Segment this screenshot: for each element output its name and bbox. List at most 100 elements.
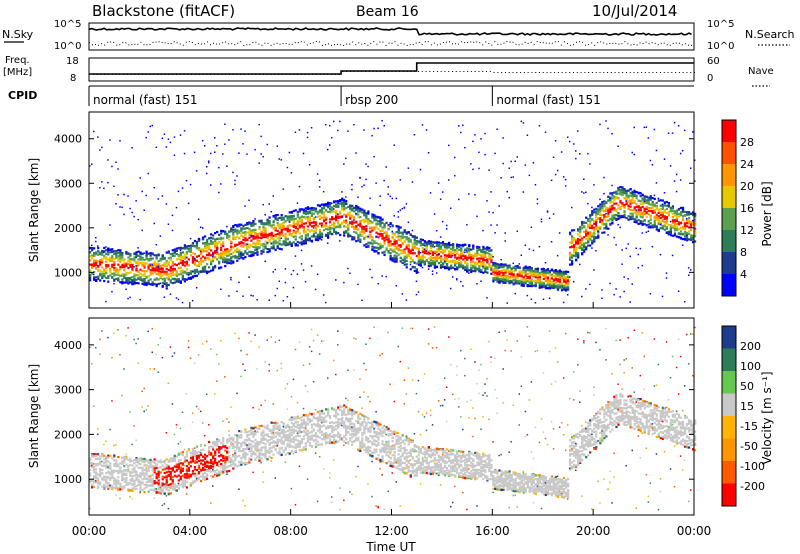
heatmap-cell [415,236,418,239]
heatmap-cell [391,232,394,236]
heatmap-cell [218,166,220,169]
noise-search-point [364,42,366,44]
heatmap-cell [526,269,529,272]
heatmap-cell [252,221,255,224]
heatmap-cell [381,119,383,122]
heatmap-cell [530,273,533,277]
nave-point [232,74,234,75]
heatmap-cell [490,268,493,271]
heatmap-cell [504,278,507,281]
heatmap-cell [558,282,562,285]
heatmap-cell [653,217,656,220]
heatmap-cell [498,266,501,269]
heatmap-cell [228,235,231,238]
heatmap-cell [631,209,634,212]
heatmap-cell [197,239,201,242]
heatmap-cell [665,272,668,274]
heatmap-cell [264,229,267,232]
heatmap-cell [397,244,400,247]
heatmap-cell [343,205,346,208]
heatmap-cell [328,210,332,213]
heatmap-cell [613,236,615,239]
heatmap-cell [284,243,287,246]
nave-point [191,74,193,75]
heatmap-cell [127,279,130,282]
heatmap-cell [143,266,146,269]
heatmap-cell [423,260,426,263]
heatmap-cell [546,281,549,284]
heatmap-cell [462,265,465,268]
heatmap-cell [579,235,582,238]
heatmap-cell [552,271,556,274]
heatmap-cell [496,276,499,279]
nave-point [187,74,189,75]
heatmap-cell [599,198,601,201]
heatmap-cell [462,251,465,254]
heatmap-cell [627,243,629,245]
heatmap-cell [377,283,379,285]
nave-point [520,72,522,73]
heatmap-cell [254,222,257,226]
heatmap-cell [631,197,634,200]
heatmap-cell [474,253,477,256]
heatmap-cell [637,192,640,195]
heatmap-cell [183,261,186,264]
noise-search-point [518,44,520,46]
heatmap-cell [456,243,459,246]
heatmap-cell [603,176,605,179]
heatmap-cell [143,274,146,277]
heatmap-cell [230,276,232,279]
heatmap-cell [460,257,463,260]
heatmap-cell [151,272,154,275]
nave-point [100,74,102,75]
heatmap-cell [300,220,303,223]
heatmap-cell [375,182,377,184]
heatmap-cell [343,220,346,223]
heatmap-cell [341,191,343,193]
nave-point [531,72,533,73]
heatmap-cell [514,267,517,270]
heatmap-cell [639,202,642,205]
heatmap-cell [256,247,259,250]
heatmap-cell [133,277,136,280]
heatmap-cell [381,237,384,240]
heatmap-cell [595,212,598,215]
heatmap-cell [387,244,390,248]
heatmap-cell [341,221,344,224]
heatmap-cell [262,155,264,158]
heatmap-cell [343,225,346,228]
noise-search-point [666,44,668,46]
heatmap-cell [312,229,316,232]
heatmap-cell [562,301,565,304]
heatmap-cell [248,250,251,253]
heatmap-cell [514,278,517,281]
heatmap-cell [353,221,356,224]
heatmap-cell [393,248,396,251]
heatmap-cell [151,265,154,268]
nave-point [240,74,242,75]
heatmap-cell [583,236,586,239]
heatmap-cell [103,272,106,276]
nave-point [145,74,147,75]
heatmap-cell [593,226,596,229]
heatmap-cell [607,219,610,222]
heatmap-cell [476,268,479,271]
heatmap-cell [310,265,313,267]
heatmap-cell [399,245,402,248]
heatmap-cell [445,245,449,248]
heatmap-cell [185,278,188,281]
heatmap-cell [484,270,487,273]
noise-search-point [361,43,363,45]
heatmap-cell [407,243,410,246]
heatmap-cell [665,200,668,204]
heatmap-cell [214,266,217,269]
heatmap-cell [540,268,543,271]
noise-search-point [515,43,517,45]
heatmap-cell [369,234,372,237]
heatmap-cell [123,281,126,284]
heatmap-cell [286,215,289,218]
heatmap-cell [308,238,312,241]
heatmap-cell [199,252,203,255]
heatmap-cell [399,209,402,211]
heatmap-cell [250,234,252,237]
